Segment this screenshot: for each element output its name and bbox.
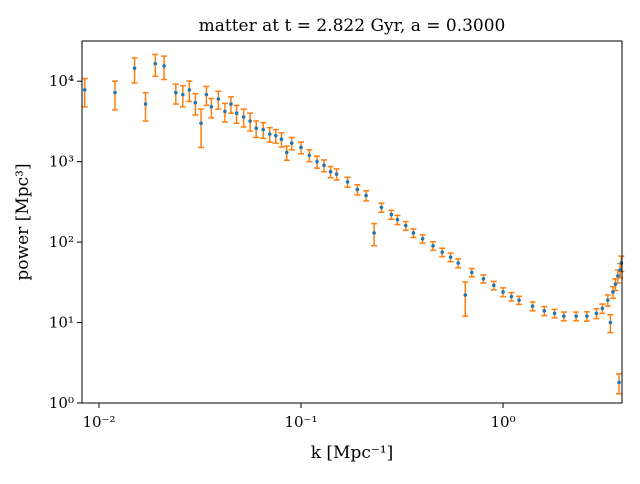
error-bar <box>462 281 469 317</box>
data-point <box>585 314 589 318</box>
data-point <box>501 290 505 294</box>
error-bar <box>131 57 138 84</box>
data-point <box>248 119 252 123</box>
data-point <box>463 293 468 297</box>
x-axis-label: k [Mpc⁻¹] <box>311 443 394 463</box>
y-tick-label: 10⁴ <box>49 72 74 90</box>
data-point <box>617 380 621 385</box>
data-point <box>618 268 622 272</box>
data-point <box>420 236 425 241</box>
error-bar <box>198 108 205 149</box>
data-point <box>613 282 618 286</box>
error-bar <box>111 80 118 111</box>
data-point <box>456 261 461 265</box>
data-point <box>345 180 350 184</box>
data-point <box>403 223 408 228</box>
data-point <box>284 150 289 155</box>
data-point <box>328 169 333 174</box>
y-tick-label: 10¹ <box>49 314 74 332</box>
data-point <box>187 88 192 92</box>
data-point <box>193 100 198 105</box>
data-point <box>395 217 400 222</box>
data-point <box>605 298 610 302</box>
data-point <box>216 97 221 101</box>
data-point <box>481 276 486 281</box>
data-point <box>600 306 605 311</box>
data-point <box>209 105 214 109</box>
data-point <box>223 109 227 114</box>
y-tick-label: 10⁰ <box>49 394 74 412</box>
error-bar <box>161 55 168 81</box>
data-point <box>379 205 384 210</box>
data-point <box>364 193 368 198</box>
data-point <box>307 153 312 158</box>
data-point <box>334 172 339 176</box>
data-point <box>204 92 209 97</box>
y-axis-label: power [Mpc³] <box>13 163 33 280</box>
error-bar <box>81 77 88 108</box>
data-point <box>199 121 203 126</box>
data-point <box>143 102 148 106</box>
data-point <box>611 290 615 294</box>
data-point <box>132 66 137 71</box>
data-point <box>619 261 624 265</box>
data-point <box>289 141 294 145</box>
chart-title: matter at t = 2.822 Gyr, a = 0.3000 <box>199 16 506 36</box>
data-point <box>491 283 496 288</box>
x-tick-label: 10⁻² <box>82 413 115 431</box>
data-point <box>440 250 445 254</box>
data-point <box>322 163 326 168</box>
data-point <box>509 294 514 299</box>
error-bar <box>142 91 149 122</box>
data-point <box>162 64 166 68</box>
x-tick-label: 10⁰ <box>490 413 515 431</box>
data-point <box>469 270 474 275</box>
data-point <box>608 320 613 325</box>
data-point <box>574 314 578 318</box>
data-point <box>82 88 87 92</box>
data-point <box>267 132 272 136</box>
data-point <box>315 159 319 164</box>
data-point <box>229 102 233 106</box>
data-point <box>411 231 416 235</box>
data-point <box>261 127 266 132</box>
data-point <box>448 255 453 259</box>
data-point <box>355 187 360 192</box>
data-point <box>181 92 185 97</box>
data-point <box>431 243 435 248</box>
data-point <box>530 304 535 308</box>
data-point <box>594 311 599 316</box>
data-point <box>616 274 620 278</box>
data-point <box>372 231 376 235</box>
y-tick-label: 10² <box>49 233 74 251</box>
data-point <box>254 126 258 131</box>
data-point <box>389 212 394 217</box>
data-point <box>279 137 284 142</box>
data-point <box>517 298 521 302</box>
data-point <box>234 111 239 116</box>
data-point <box>299 145 303 150</box>
plot-frame <box>81 40 623 404</box>
data-point <box>241 115 246 119</box>
data-point <box>552 311 557 316</box>
y-tick-label: 10³ <box>49 153 74 171</box>
data-point <box>273 133 278 138</box>
data-point <box>113 90 117 95</box>
x-tick-label: 10⁻¹ <box>284 413 317 431</box>
data-point <box>173 90 178 95</box>
data-point <box>153 61 158 66</box>
data-point <box>542 308 547 313</box>
data-point <box>562 314 566 318</box>
